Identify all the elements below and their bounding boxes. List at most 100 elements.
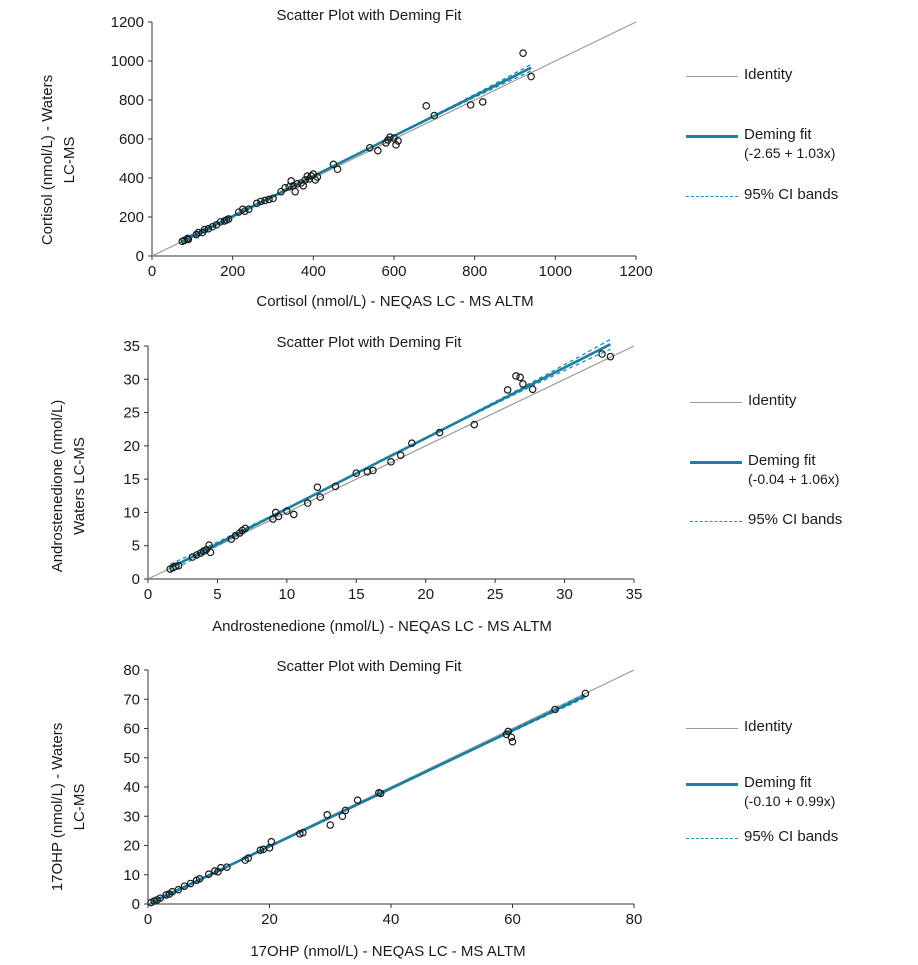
data-point	[261, 196, 269, 205]
data-point	[194, 228, 203, 237]
data-point	[516, 373, 524, 382]
y-tick-label: 25	[123, 405, 140, 422]
data-point	[507, 733, 516, 742]
data-point	[408, 439, 416, 447]
legend-fit-swatch	[686, 135, 738, 138]
x-tick-label: 200	[220, 263, 245, 280]
data-point	[422, 102, 431, 110]
data-point	[257, 197, 265, 206]
legend-identity-label: Identity	[744, 718, 793, 735]
data-point	[353, 796, 362, 804]
androstenedione-panel: Scatter Plot with Deming Fit Androstened…	[0, 322, 918, 644]
y-tick-label: 35	[123, 338, 140, 355]
data-point	[195, 875, 204, 883]
x-tick-label: 30	[556, 586, 573, 603]
x-tick-label: 0	[144, 911, 152, 928]
y-tick-label: 60	[123, 721, 140, 738]
y-axis-label-line-2: LC-MS	[71, 784, 88, 831]
legend-fit: Deming fit (-0.04 + 1.06x)	[690, 452, 910, 496]
data-point	[396, 451, 405, 459]
data-point	[363, 468, 372, 476]
data-point	[208, 222, 217, 231]
androstenedione-chart: Scatter Plot with Deming Fit Androstened…	[49, 334, 643, 635]
x-tick-label: 5	[213, 586, 221, 603]
legend-ci-swatch	[690, 521, 742, 522]
x-tick-label: 80	[626, 911, 643, 928]
x-axis-label: 17OHP (nmol/L) - NEQAS LC - MS ALTM	[250, 943, 525, 960]
data-point	[331, 482, 340, 491]
data-point	[435, 428, 444, 437]
data-point	[323, 810, 332, 819]
y-tick-label: 1000	[111, 53, 144, 70]
data-point	[244, 854, 253, 862]
x-tick-label: 20	[261, 911, 278, 928]
data-point	[551, 705, 559, 714]
data-point	[180, 882, 189, 890]
cortisol-plot-area: 0 200 400 600 800 1000 1200 0 200 400 600 800 1000 12…	[111, 14, 653, 280]
data-point	[392, 141, 400, 149]
y-tick-label: 600	[119, 131, 144, 148]
y-tick-label: 80	[123, 662, 140, 679]
y-tick-label: 50	[123, 750, 140, 767]
y-axis-label: 17OHP (nmol/L) - Waters LC-MS	[49, 723, 88, 891]
legend-ci-label: 95% CI bands	[748, 511, 843, 528]
data-point	[299, 828, 307, 837]
x-tick-label: 35	[626, 586, 643, 603]
y-tick-label: 15	[123, 471, 140, 488]
17ohp-chart: Scatter Plot with Deming Fit 17OHP (nmol…	[49, 658, 642, 960]
data-point	[581, 689, 590, 698]
17ohp-plot-area: 0 20 40 60 80 0 10 20 30 40 50 60 70 80	[123, 662, 642, 928]
cortisol-panel: Scatter Plot with Deming Fit Cortisol (n…	[0, 0, 918, 322]
data-point	[352, 469, 361, 477]
data-point	[508, 737, 517, 746]
data-point	[274, 512, 283, 521]
y-axis-label-line-1: Androstenedione (nmol/L)	[49, 400, 66, 573]
x-tick-label: 40	[383, 911, 400, 928]
y-tick-label: 0	[132, 896, 140, 913]
data-point	[519, 49, 527, 58]
y-axis-label-line-2: Waters LC-MS	[71, 437, 88, 535]
data-point	[326, 821, 335, 829]
data-point	[519, 380, 527, 388]
data-point	[183, 234, 192, 243]
data-point	[466, 101, 475, 109]
legend-identity: Identity	[690, 392, 910, 436]
y-tick-label: 70	[123, 691, 140, 708]
data-point	[253, 199, 261, 208]
y-tick-label: 0	[136, 248, 144, 265]
data-point	[287, 177, 295, 185]
legend-fit-equation: (-2.65 + 1.03x)	[744, 145, 836, 161]
x-tick-label: 1200	[619, 263, 652, 280]
data-point	[188, 553, 197, 561]
legend-identity: Identity	[686, 66, 906, 110]
data-point	[206, 548, 215, 557]
legend-fit-label: Deming fit	[748, 452, 816, 469]
data-point	[386, 133, 394, 141]
legend-identity-swatch	[690, 402, 742, 403]
data-point	[527, 72, 535, 81]
cortisol-chart: Scatter Plot with Deming Fit Cortisol (n…	[39, 7, 653, 310]
data-point	[240, 207, 249, 215]
data-point	[174, 885, 183, 894]
data-point	[365, 143, 374, 152]
data-point	[205, 541, 213, 549]
data-point	[313, 483, 322, 491]
legend-ci: 95% CI bands	[686, 186, 906, 230]
x-axis-label: Cortisol (nmol/L) - NEQAS LC - MS ALTM	[256, 293, 533, 310]
data-point	[430, 111, 439, 120]
x-tick-label: 15	[348, 586, 365, 603]
y-axis-label: Androstenedione (nmol/L) Waters LC-MS	[49, 400, 88, 573]
x-tick-label: 60	[504, 911, 521, 928]
data-point	[162, 891, 171, 899]
deming-fit-line	[181, 66, 532, 243]
data-point	[291, 187, 299, 196]
data-point	[478, 98, 487, 106]
y-tick-label: 400	[119, 170, 144, 187]
x-tick-label: 400	[301, 263, 326, 280]
legend-ci: 95% CI bands	[686, 828, 906, 872]
y-tick-label: 10	[123, 867, 140, 884]
data-point	[192, 551, 201, 559]
legend-ci-swatch	[686, 196, 738, 197]
data-point	[316, 493, 324, 501]
data-point	[174, 561, 183, 570]
